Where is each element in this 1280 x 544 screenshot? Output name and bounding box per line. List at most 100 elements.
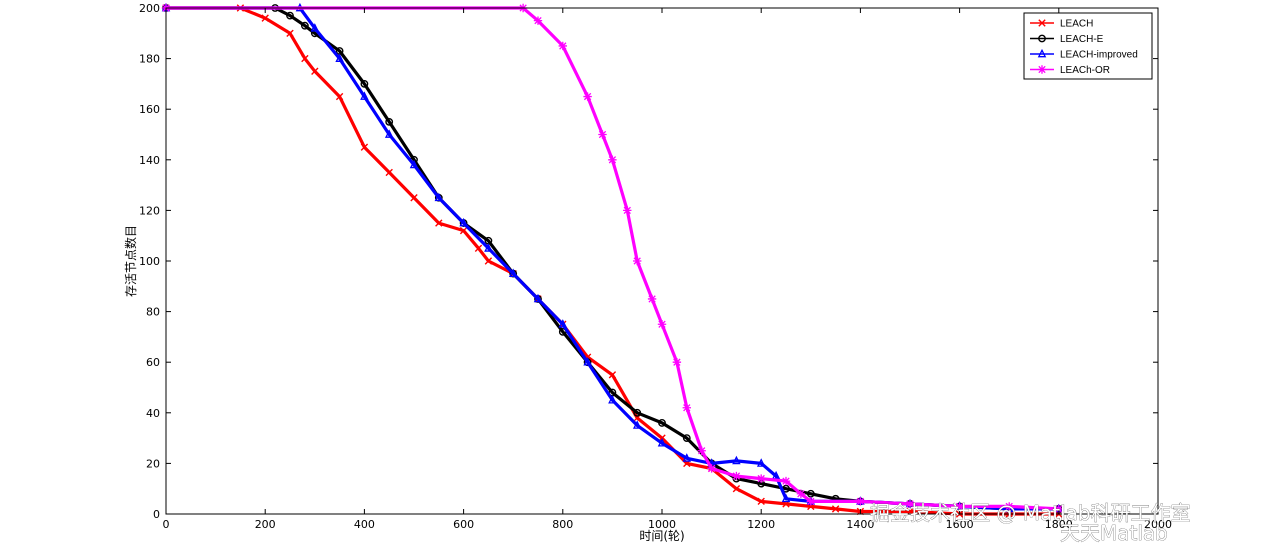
data-point [781, 493, 791, 503]
data-point [459, 217, 468, 227]
legend: LEACH LEACH-E LEACH-improved LEACh-OR [1023, 12, 1153, 80]
data-point [261, 14, 269, 22]
watermark-line-1: 掘金技术社区 @ Matlab科研工作室 [870, 501, 1191, 525]
y-tick-label: 0 [153, 508, 160, 521]
data-point [360, 80, 369, 88]
data-point [1005, 502, 1014, 511]
legend-swatch-marker [1037, 65, 1047, 74]
legend-box [1023, 12, 1153, 80]
y-tick-label: 60 [146, 356, 160, 369]
y-tick-label: 180 [139, 53, 160, 66]
data-point [598, 130, 607, 139]
data-point [658, 419, 666, 427]
x-tick-label: 600 [453, 518, 474, 531]
data-point [697, 446, 706, 455]
data-point [508, 268, 518, 277]
data-point [608, 394, 617, 404]
legend-swatch-marker [1037, 48, 1047, 58]
data-point [335, 53, 344, 62]
data-point [955, 502, 964, 511]
data-point [732, 455, 741, 465]
data-point [435, 219, 443, 227]
x-tick-label: 1200 [747, 518, 775, 531]
x-axis-label: 时间(轮) [639, 529, 684, 543]
data-point [757, 497, 765, 506]
x-tick-label: 800 [552, 518, 573, 531]
data-point [682, 453, 692, 462]
data-point [384, 129, 394, 138]
y-tick-label: 20 [146, 457, 160, 470]
data-point [558, 319, 568, 328]
x-tick-label: 200 [255, 518, 276, 531]
data-point [608, 155, 617, 164]
data-point [300, 21, 309, 30]
plot-background [166, 8, 1158, 514]
y-axis-label: 存活节点数目 [123, 225, 138, 297]
legend-item: LEACh-OR [1030, 65, 1110, 76]
series-layer [161, 2, 1064, 518]
data-point [632, 420, 642, 429]
legend-label: LEACh-OR [1060, 65, 1110, 76]
data-point [831, 505, 840, 513]
x-tick-label: 1800 [1045, 518, 1073, 531]
data-point [707, 464, 716, 473]
data-point [732, 471, 741, 481]
data-point [360, 91, 369, 100]
data-point [806, 497, 815, 506]
x-tick-label: 1600 [946, 518, 974, 531]
data-point [310, 23, 320, 32]
legend-label: LEACH [1060, 19, 1093, 30]
data-point [856, 497, 865, 506]
data-point [360, 143, 369, 151]
data-point [633, 408, 642, 417]
legend-label: LEACH-E [1060, 34, 1104, 45]
legend-item: LEACH [1030, 19, 1093, 30]
data-point [434, 192, 444, 202]
legend-label: LEACH-improved [1060, 50, 1138, 61]
data-point [533, 293, 543, 303]
data-point [623, 206, 632, 215]
watermark-line-2: 天天Matlab [1060, 521, 1168, 544]
data-point [409, 159, 419, 169]
data-point [583, 357, 592, 366]
data-point [682, 403, 691, 412]
data-point [484, 243, 493, 252]
y-tick-label: 40 [146, 407, 160, 420]
data-point [385, 117, 394, 126]
data-point [558, 41, 567, 51]
x-tick-label: 400 [354, 518, 375, 531]
data-point [484, 257, 493, 265]
plot-area [166, 8, 1158, 514]
y-tick-label: 140 [139, 154, 160, 167]
data-point [732, 485, 741, 493]
data-point [311, 67, 319, 75]
data-point [533, 16, 543, 25]
data-point [757, 474, 766, 483]
data-point [335, 92, 344, 101]
data-point [286, 29, 294, 37]
legend-item: LEACH-improved [1030, 48, 1138, 61]
watermark: 掘金技术社区 @ Matlab科研工作室 天天Matlab [870, 501, 1191, 544]
axis-layer: 0 200 400 600 800 1000 1200 1400 1600 1800 2000 0 20… [139, 2, 1172, 531]
data-point [459, 226, 468, 235]
data-point [410, 194, 418, 202]
data-point [474, 244, 483, 253]
data-point [905, 499, 915, 509]
y-tick-label: 200 [139, 2, 160, 15]
x-tick-label: 1000 [648, 518, 676, 531]
legend-swatch-marker [1038, 19, 1046, 27]
x-tick-label: 0 [163, 518, 170, 531]
data-point [672, 358, 682, 367]
y-tick-label: 160 [139, 103, 160, 116]
data-point [583, 92, 592, 101]
data-point [657, 438, 667, 447]
x-tick-label: 2000 [1144, 518, 1172, 531]
data-point [301, 54, 309, 63]
data-point [796, 489, 806, 498]
y-tick-label: 100 [139, 255, 160, 268]
data-point [682, 434, 691, 442]
data-point [657, 320, 667, 329]
y-tick-label: 80 [146, 306, 160, 319]
data-point [781, 476, 791, 486]
